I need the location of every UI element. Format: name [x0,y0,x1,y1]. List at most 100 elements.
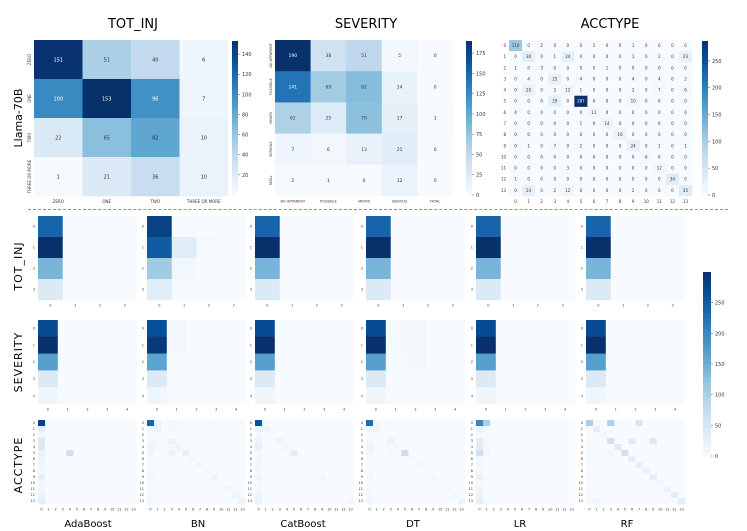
baseline-acctype-lr-cell-1-7 [525,426,533,433]
baseline-acctype-adaboost-ytick-2: 2 [33,433,35,437]
baseline-acctype-dt-cell-4-6 [408,444,416,451]
baseline-severity-adaboost-ytick-2: 2 [33,360,35,364]
baseline-acctype-catboost-cell-2-6 [297,432,305,439]
baseline-acctype-dt-cell-0-10 [436,420,445,427]
llama-acctype-colorbar-segment-32 [702,164,708,169]
llama-acctype-cell-13-2 [535,184,549,197]
baseline-acctype-dt-cell-7-2 [380,462,388,469]
baseline-acctype-bn-cell-3-5 [182,438,190,445]
baseline-acctype-bn-cell-7-2 [161,462,169,469]
baseline-tot-inj-adaboost-ytick-2: 2 [33,267,35,271]
baseline-acctype-dt-cell-4-3 [387,444,395,451]
baseline-acctype-lr-cell-10-11 [553,480,562,487]
baseline-acctype-dt-cell-4-12 [450,444,459,451]
baseline-severity-catboost-cell-2-1 [274,353,295,371]
llama-acctype-value-3-8: 0 [619,76,622,81]
baseline-acctype-adaboost-ytick-3: 3 [33,439,35,443]
baseline-acctype-rf-cell-4-10 [656,444,665,451]
baseline-acctype-adaboost-cell-11-3 [59,486,67,493]
baseline-acctype-catboost-cell-2-1 [262,432,270,439]
llama-acctype-value-1-5: 0 [580,54,583,59]
baseline-tot-inj-lr-cell-3-2 [525,279,551,301]
llama-acctype-value-11-6: 0 [593,166,596,171]
llama-severity-colorbar-segment-31 [466,160,472,165]
baseline-acctype-adaboost-cell-6-13 [129,456,138,463]
baseline-acctype-adaboost-xtick-2: 2 [55,508,57,512]
baseline-colorbar-segment-5 [703,295,711,300]
baseline-acctype-rf-cell-3-9 [649,438,658,445]
baseline-acctype-catboost-xtick-13: 13 [348,508,352,512]
baseline-acctype-lr-cell-11-8 [532,486,540,493]
llama-acctype-value-10-11: 0 [658,154,661,159]
baseline-acctype-bn-cell-11-13 [238,486,247,493]
llama-severity-colorbar-segment-38 [466,187,472,192]
baseline-acctype-catboost-cell-3-3 [276,438,284,445]
llama-acctype-cell-2-1 [522,62,536,74]
baseline-severity-catboost-cell-1-0 [255,336,276,354]
llama-acctype-cell-12-6 [587,173,601,186]
llama-acctype-cell-7-4 [561,118,575,130]
baseline-acctype-rf-cell-5-5 [621,450,629,457]
llama-acctype-cell-12-12 [665,173,680,186]
llama-tot-inj-colorbar-tick-6: 140 [242,52,252,58]
baseline-acctype-adaboost-cell-10-10 [108,480,117,487]
llama-severity-cell-2-4 [417,102,454,134]
baseline-acctype-lr-cell-9-2 [490,474,498,481]
baseline-acctype-catboost-cell-7-4 [283,462,291,469]
baseline-severity-bn-cell-2-4 [226,353,247,371]
baseline-severity-adaboost-ytick-3: 3 [33,377,35,381]
baseline-acctype-bn-cell-3-3 [168,438,176,445]
baseline-acctype-catboost-ytick-2: 2 [250,433,252,437]
baseline-acctype-rf-cell-6-3 [607,456,615,463]
baseline-acctype-bn-cell-2-3 [168,432,176,439]
baseline-acctype-lr-cell-12-9 [539,492,548,499]
llama-acctype-value-4-1: 20 [526,88,532,93]
llama-severity-xtick-0: NO APPARENT [280,200,306,204]
baseline-acctype-catboost-cell-3-5 [290,438,298,445]
llama-severity-ytick-2: MINOR [269,112,273,124]
baseline-acctype-lr-cell-6-0 [476,456,484,463]
baseline-acctype-lr-cell-1-0 [476,426,484,433]
baseline-acctype-dt-cell-13-5 [401,498,409,505]
baseline-acctype-bn-cell-1-5 [182,426,190,433]
baseline-severity-bn-cell-1-4 [226,336,247,354]
baseline-acctype-catboost-cell-13-0 [255,498,263,505]
baseline-severity-rf-cell-0-0 [586,320,607,338]
baseline-acctype-dt-cell-3-1 [373,438,381,445]
baseline-acctype-adaboost-cell-12-4 [66,492,74,499]
baseline-acctype-catboost-cell-4-7 [304,444,312,451]
baseline-acctype-bn-cell-8-7 [196,468,204,475]
llama-acctype-value-0-1: 0 [527,43,530,48]
baseline-acctype-adaboost-ytick-6: 6 [33,457,35,461]
baseline-acctype-dt-ytick-13: 13 [359,499,363,503]
baseline-acctype-catboost-cell-12-2 [269,492,277,499]
baseline-acctype-adaboost-cell-11-12 [122,486,131,493]
llama-acctype-cell-7-9 [626,118,641,130]
baseline-acctype-dt-cell-7-0 [366,462,374,469]
llama-tot-inj-colorbar-segment-1 [232,44,238,50]
baseline-acctype-dt-xtick-6: 6 [411,508,413,512]
baseline-acctype-rf-cell-3-5 [621,438,629,445]
baseline-acctype-lr-cell-4-7 [525,444,533,451]
llama-acctype-cell-1-8 [613,51,627,63]
baseline-acctype-dt-cell-11-4 [394,486,402,493]
baseline-acctype-adaboost-cell-11-13 [129,486,138,493]
baseline-acctype-adaboost-cell-10-9 [101,480,110,487]
baseline-acctype-dt-cell-12-6 [408,492,416,499]
llama-tot-inj-cell-2-1 [82,118,132,158]
baseline-severity-lr-cell-0-4 [555,320,576,338]
llama-tot-inj-value-1-2: 96 [152,96,158,102]
baseline-acctype-adaboost-cell-13-8 [94,498,102,505]
baseline-acctype-lr-xtick-10: 10 [548,508,552,512]
baseline-acctype-rf-cell-12-12 [670,492,679,499]
baseline-acctype-rf-cell-0-4 [614,420,622,427]
baseline-acctype-rf-cell-4-7 [635,444,643,451]
llama-acctype-value-11-1: 0 [527,166,530,171]
baseline-acctype-adaboost-cell-6-1 [45,456,53,463]
baseline-acctype-catboost-cell-7-3 [276,462,284,469]
baseline-tot-inj-bn-cell-2-0 [147,258,173,280]
llama-acctype-cell-13-11 [652,184,667,197]
baseline-acctype-adaboost-cell-2-6 [80,432,88,439]
baseline-acctype-bn-cell-12-11 [224,492,233,499]
baseline-tot-inj-catboost-xtick-0: 0 [266,304,268,308]
